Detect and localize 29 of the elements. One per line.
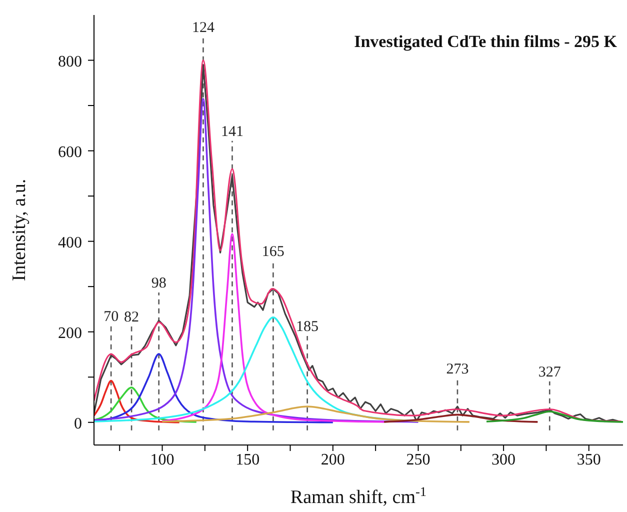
ref-line-label: 98	[151, 276, 166, 292]
x-tick-label: 250	[406, 451, 430, 468]
x-tick-label: 100	[150, 451, 174, 468]
line-series	[486, 410, 623, 423]
line-series	[383, 414, 539, 423]
x-axis-title: Raman shift, cm$^{-1}$	[290, 484, 427, 508]
y-tick-label: 400	[58, 234, 82, 252]
line-series	[161, 406, 470, 423]
y-tick-label: 800	[58, 53, 82, 70]
y-tick-label: 200	[58, 324, 82, 342]
ref-line-label: 70	[104, 309, 119, 326]
y-tick-label: 600	[58, 144, 82, 161]
ref-line-label: 327	[538, 364, 562, 380]
line-series	[94, 380, 180, 424]
text: Investigated CdTe thin films - 295 K	[354, 32, 617, 52]
ref-line-label: 273	[446, 362, 469, 378]
x-tick-label: 350	[576, 451, 601, 468]
line-series	[94, 98, 420, 423]
ref-line-label: 165	[262, 244, 284, 260]
y-tick-label: 0	[74, 415, 82, 432]
x-tick-label: 300	[492, 451, 516, 468]
ref-line-label: 82	[124, 309, 140, 326]
ref-line-label: 141	[220, 124, 244, 140]
ref-line-label: 185	[296, 318, 319, 335]
x-tick-label: 150	[236, 451, 260, 468]
ref-line-label: 124	[192, 20, 215, 36]
y-axis-title: Intensity, a.u.	[9, 178, 30, 282]
x-tick-label: 200	[320, 451, 345, 468]
line-series	[94, 386, 198, 423]
